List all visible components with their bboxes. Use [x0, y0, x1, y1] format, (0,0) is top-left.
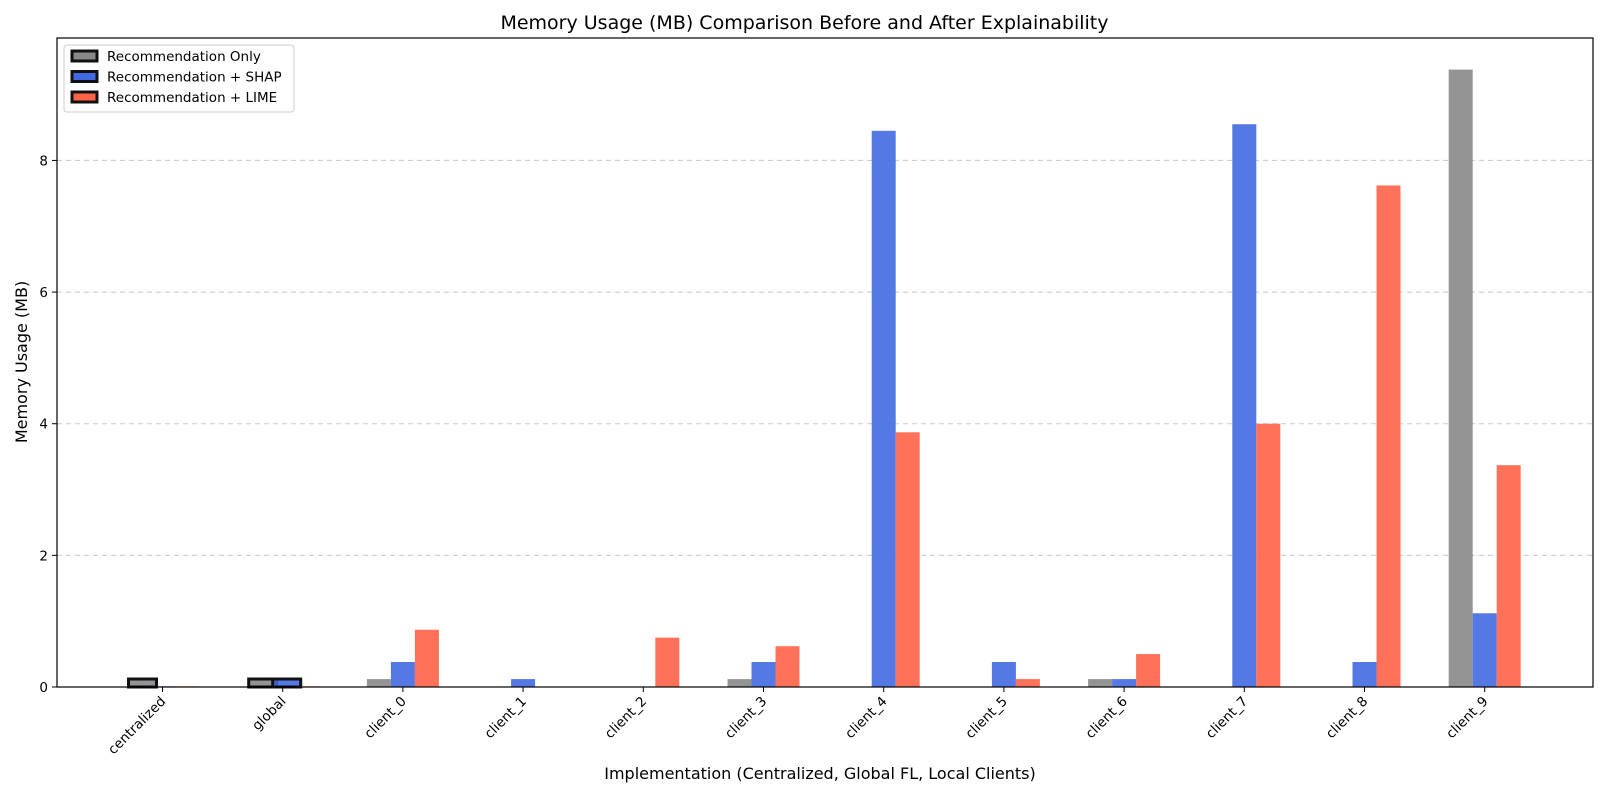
bar-client_3-series-0	[727, 679, 752, 687]
y-axis: 0 2 4 6 8	[39, 153, 57, 696]
x-axis-label: Implementation (Centralized, Global FL, …	[604, 764, 1036, 783]
x-tick-label: client_8	[1323, 694, 1371, 742]
bars	[127, 69, 1521, 689]
bar-global-series-1	[271, 677, 303, 689]
bar-client_4-series-2	[895, 432, 920, 687]
y-tick-label: 2	[39, 548, 48, 564]
bar-client_8-series-1	[1352, 661, 1377, 687]
y-tick-label: 8	[39, 153, 48, 169]
y-tick-label: 4	[39, 417, 48, 433]
bar-client_8-series-2	[1376, 185, 1401, 687]
bar-client_9-series-0	[1448, 69, 1473, 688]
bar-client_6-series-1	[1112, 679, 1137, 687]
chart-title: Memory Usage (MB) Comparison Before and …	[500, 12, 1108, 34]
legend-swatch	[70, 90, 99, 104]
bar-client_3-series-2	[775, 646, 800, 687]
bar-client_3-series-1	[751, 661, 776, 687]
y-tick-label: 0	[39, 680, 48, 696]
bar-client_9-series-2	[1496, 465, 1521, 687]
legend-swatch	[70, 70, 99, 83]
bar-client_0-series-1	[390, 661, 415, 687]
bar-client_0-series-2	[414, 629, 439, 687]
legend-box	[63, 44, 295, 113]
bar-client_0-series-0	[366, 679, 391, 687]
x-tick-label: client_6	[1083, 694, 1131, 742]
legend-swatch	[70, 49, 99, 63]
x-tick-label: client_0	[361, 694, 409, 742]
bar-client_1-series-1	[511, 679, 536, 687]
bar-client_9-series-1	[1472, 613, 1497, 687]
x-axis: centralized global client_0 client_1 client_…	[105, 687, 1492, 758]
x-tick-label: client_7	[1203, 694, 1251, 742]
bar-client_6-series-0	[1088, 679, 1113, 687]
x-tick-label: client_4	[842, 694, 890, 742]
x-tick-label: client_5	[962, 694, 1010, 742]
bar-client_7-series-2	[1256, 423, 1281, 687]
x-tick-label: client_3	[722, 694, 770, 742]
x-tick-label: client_2	[602, 694, 650, 742]
bar-centralized-series-0	[127, 677, 158, 689]
bar-client_5-series-1	[991, 661, 1016, 687]
plot-area-frame	[56, 37, 1594, 688]
grid-lines	[57, 159, 1593, 556]
x-tick-label: global	[249, 694, 289, 734]
legend-label: Recommendation + LIME	[107, 90, 277, 106]
bar-client_7-series-1	[1232, 124, 1257, 687]
bar-client_6-series-2	[1136, 654, 1161, 687]
y-axis-label: Memory Usage (MB)	[12, 281, 31, 443]
bar-client_5-series-2	[1015, 679, 1040, 687]
legend-label: Recommendation Only	[107, 49, 261, 65]
y-tick-label: 6	[39, 285, 48, 301]
x-tick-label: client_9	[1443, 694, 1491, 742]
x-tick-label: centralized	[105, 694, 169, 758]
legend-label: Recommendation + SHAP	[107, 70, 282, 86]
x-tick-label: client_1	[482, 694, 530, 742]
legend: Recommendation Only Recommendation + SHAP…	[63, 44, 295, 113]
bar-client_4-series-1	[871, 130, 896, 687]
bar-client_2-series-2	[655, 637, 680, 687]
